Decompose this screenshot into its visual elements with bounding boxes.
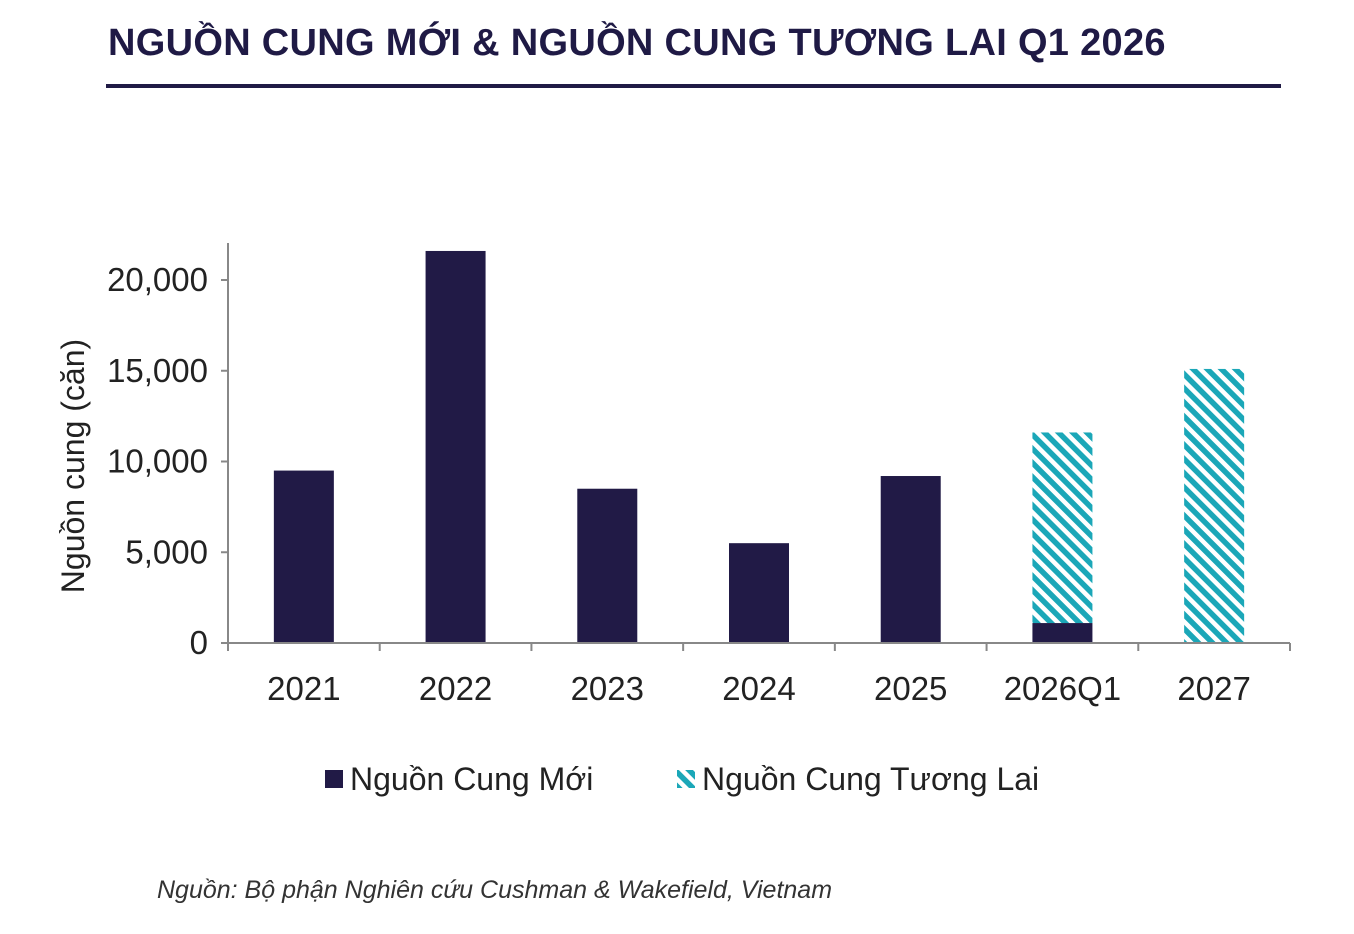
x-tick-label: 2021 [267, 670, 340, 707]
bar-2026Q1-new-supply [1032, 623, 1093, 643]
source-note: Nguồn: Bộ phận Nghiên cứu Cushman & Wake… [157, 876, 833, 904]
bar-2022-new-supply [425, 250, 486, 643]
legend-swatch-new-supply [325, 770, 343, 788]
bar-2023-new-supply [577, 488, 638, 643]
x-tick-label: 2024 [722, 670, 795, 707]
y-tick-label: 5,000 [125, 533, 208, 570]
legend: Nguồn Cung Mới Nguồn Cung Tương Lai [325, 761, 1039, 797]
bar-chart: 0 5,000 10,000 15,000 20,000 2021 2022 2023 2024… [55, 243, 1291, 797]
chart-title: NGUỒN CUNG MỚI & NGUỒN CUNG TƯƠNG LAI Q1… [108, 22, 1166, 64]
bar-2027-future-supply [1184, 368, 1245, 643]
bars-layer [273, 250, 1245, 643]
bar-2025-new-supply [880, 476, 941, 643]
x-tick-label: 2026Q1 [1004, 670, 1121, 707]
bar-2026Q1-future-supply [1032, 432, 1093, 624]
y-tick-label: 15,000 [107, 352, 208, 389]
title-underline [106, 84, 1281, 88]
x-tick-label: 2025 [874, 670, 947, 707]
bar-2021-new-supply [273, 470, 334, 643]
axes-layer: 0 5,000 10,000 15,000 20,000 2021 2022 2023 2024… [55, 243, 1291, 707]
x-tick-label: 2023 [571, 670, 644, 707]
y-tick-label: 10,000 [107, 443, 208, 480]
x-tick-label: 2022 [419, 670, 492, 707]
legend-label-future-supply: Nguồn Cung Tương Lai [702, 761, 1039, 797]
x-tick-label: 2027 [1177, 670, 1250, 707]
legend-swatch-future-supply [677, 770, 695, 788]
legend-label-new-supply: Nguồn Cung Mới [350, 761, 593, 797]
y-tick-label: 20,000 [107, 261, 208, 298]
bar-2024-new-supply [729, 543, 789, 643]
y-tick-label: 0 [190, 624, 208, 661]
y-axis-title: Nguồn cung (căn) [55, 339, 91, 593]
